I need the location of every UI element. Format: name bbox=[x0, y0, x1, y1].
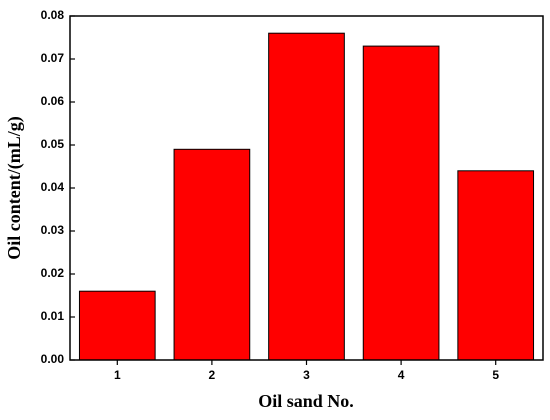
bar bbox=[173, 148, 251, 361]
x-tick-label: 2 bbox=[209, 368, 216, 382]
y-tick-label: 0.02 bbox=[41, 266, 65, 280]
bar bbox=[457, 170, 535, 361]
y-axis-title: Oil content/(mL/g) bbox=[4, 116, 25, 259]
y-tick-label: 0.07 bbox=[41, 51, 65, 65]
y-tick-label: 0.03 bbox=[41, 223, 65, 237]
y-tick-label: 0.01 bbox=[41, 309, 65, 323]
y-tick-label: 0.06 bbox=[41, 94, 65, 108]
y-tick-label: 0.00 bbox=[41, 352, 65, 366]
y-tick-label: 0.04 bbox=[41, 180, 65, 194]
x-axis-title: Oil sand No. bbox=[258, 391, 354, 411]
x-tick-label: 5 bbox=[492, 368, 499, 382]
bar bbox=[362, 45, 440, 361]
x-tick-label: 1 bbox=[114, 368, 121, 382]
y-tick-label: 0.05 bbox=[41, 137, 65, 151]
x-tick-label: 4 bbox=[398, 368, 405, 382]
y-tick-label: 0.08 bbox=[41, 8, 65, 22]
bar bbox=[78, 290, 156, 361]
plot-frame bbox=[69, 15, 544, 361]
bar bbox=[268, 32, 345, 361]
x-tick-label: 3 bbox=[303, 368, 310, 382]
